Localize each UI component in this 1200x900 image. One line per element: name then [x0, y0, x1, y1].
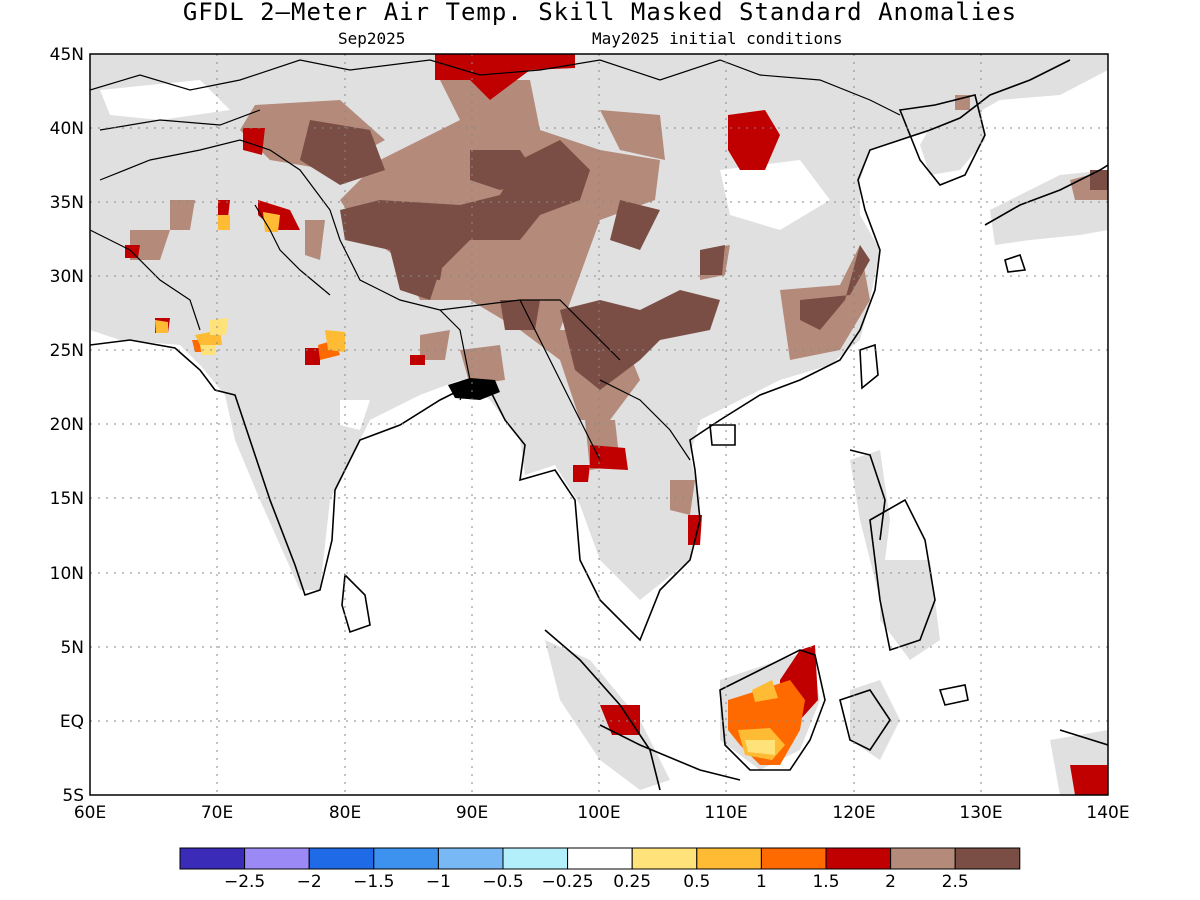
- colorbar-tick-label: 0.5: [683, 872, 710, 892]
- map-area: [90, 54, 1108, 795]
- colorbar-swatch: [567, 847, 633, 870]
- colorbar-tick-label: −1: [426, 872, 451, 892]
- colorbar-tick-label: 0.25: [613, 872, 651, 892]
- lon-label: 110E: [704, 803, 747, 823]
- longitude-axis: 60E 70E 80E 90E 100E 110E 120E 130E 140E: [74, 803, 1130, 823]
- lon-label: 90E: [456, 803, 488, 823]
- lon-label: 80E: [329, 803, 361, 823]
- lat-label: 5S: [62, 786, 84, 806]
- colorbar-tick-label: −2.5: [224, 872, 265, 892]
- country-borders: [90, 59, 901, 461]
- colorbar-swatch: [954, 847, 1021, 870]
- lon-label: 60E: [74, 803, 106, 823]
- lat-label: 20N: [50, 415, 84, 435]
- colorbar-swatch: [308, 847, 375, 870]
- colorbar-tick-label: 2.5: [942, 872, 969, 892]
- colorbar-tick-label: −2: [297, 872, 322, 892]
- lon-label: 100E: [577, 803, 620, 823]
- lon-label: 120E: [832, 803, 875, 823]
- colorbar-swatch: [244, 847, 310, 870]
- colorbar-swatch: [502, 847, 569, 870]
- lat-label: 15N: [50, 489, 84, 509]
- forecast-month: Sep2025: [338, 29, 406, 48]
- lat-label: EQ: [60, 712, 84, 732]
- lon-label: 70E: [201, 803, 233, 823]
- colorbar-swatch: [631, 847, 698, 870]
- bangladesh-delta: [448, 378, 500, 400]
- lon-label: 130E: [959, 803, 1002, 823]
- colorbar-swatch: [760, 847, 827, 870]
- warm-anomaly-dark-brown: [300, 120, 1108, 390]
- colorbar-swatch: [437, 847, 504, 870]
- gridlines: [90, 54, 1108, 795]
- lat-label: 30N: [50, 267, 84, 287]
- coastlines: [90, 59, 1108, 791]
- warm-anomaly-yellow: [200, 318, 775, 755]
- colorbar-swatch: [179, 847, 246, 870]
- lat-label: 5N: [60, 638, 84, 658]
- colorbar-tick-label: −0.25: [542, 872, 594, 892]
- initial-conditions: May2025 initial conditions: [592, 29, 843, 48]
- map-title: GFDL 2—Meter Air Temp. Skill Masked Stan…: [182, 0, 1018, 26]
- colorbar-swatch: [825, 847, 892, 870]
- colorbar-swatch: [890, 847, 956, 870]
- colorbar-tick-label: −0.5: [482, 872, 523, 892]
- lon-label: 140E: [1086, 803, 1129, 823]
- colorbar-tick-label: 2: [885, 872, 896, 892]
- lat-label: 40N: [50, 119, 84, 139]
- colorbar-swatch: [373, 847, 439, 870]
- colorbar-tick-label: 1: [756, 872, 767, 892]
- colorbar-swatch: [696, 847, 762, 870]
- colorbar-tick-label: −1.5: [353, 872, 394, 892]
- latitude-axis: 45N 40N 35N 30N 25N 20N 15N 10N 5N EQ 5S: [50, 45, 84, 806]
- colorbar: −2.5 −2 −1.5 −1 −0.5 −0.25 0.25 0.5 1 1.5 2 2.5: [179, 847, 1021, 892]
- colorbar-tick-label: 1.5: [812, 872, 839, 892]
- lat-label: 45N: [50, 45, 84, 65]
- lat-label: 25N: [50, 341, 84, 361]
- lat-label: 35N: [50, 193, 84, 213]
- map-frame: [89, 53, 1109, 796]
- lat-label: 10N: [50, 564, 84, 584]
